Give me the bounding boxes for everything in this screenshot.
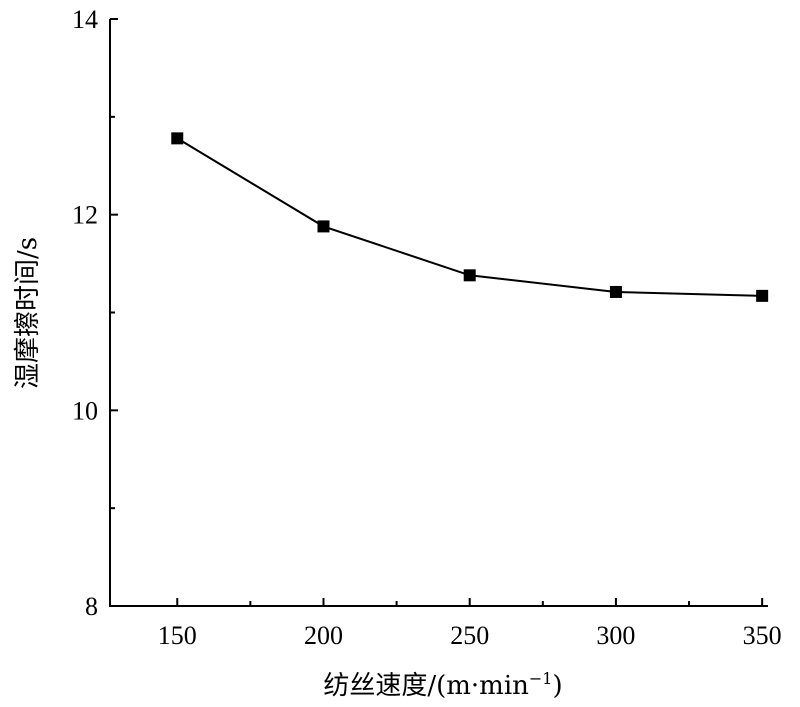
y-tick-label: 10 (72, 396, 98, 425)
x-tick-label: 200 (304, 621, 343, 650)
axes (109, 19, 768, 607)
y-tick-label: 14 (72, 5, 98, 34)
y-axis-title: 湿摩擦时间/s (13, 237, 43, 389)
data-point-marker (171, 132, 184, 145)
x-tick-label: 300 (596, 621, 635, 650)
y-tick-label: 12 (72, 201, 98, 230)
y-tick-label: 8 (85, 592, 98, 621)
x-tick-label: 150 (158, 621, 197, 650)
data-point-marker (609, 285, 622, 298)
x-axis-title: 纺丝速度/(m·min−1) (323, 669, 562, 701)
data-point-marker (463, 269, 476, 282)
x-tick-label: 350 (743, 621, 782, 650)
plot-area (171, 132, 769, 302)
axis-lines (109, 19, 768, 607)
tick-labels: 150 200 250 300 350 8 10 12 14 (72, 5, 782, 650)
ticks (110, 18, 764, 607)
x-tick-label: 250 (450, 621, 489, 650)
data-point-marker (756, 289, 769, 302)
data-point-marker (317, 220, 330, 233)
